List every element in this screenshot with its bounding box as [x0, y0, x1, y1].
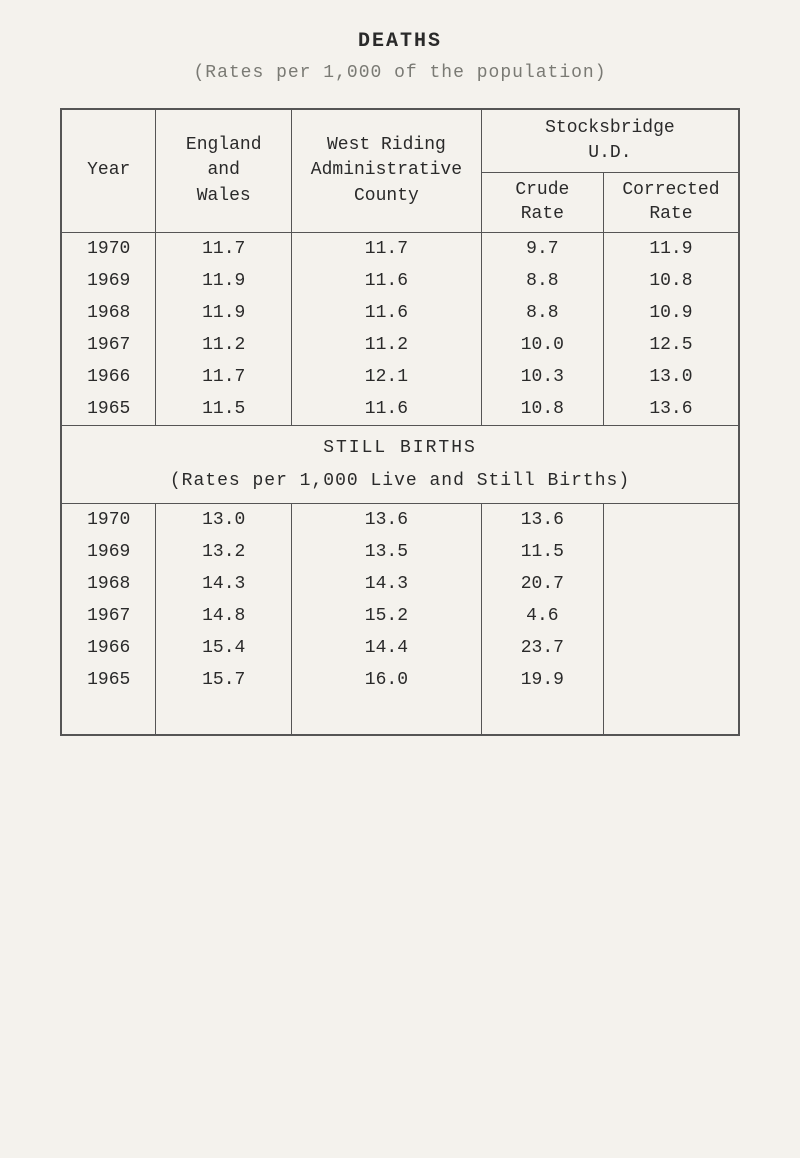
still-births-title: STILL BIRTHS: [72, 432, 728, 464]
cell-wr: 11.6: [292, 265, 482, 297]
page-subtitle: (Rates per 1,000 of the population): [60, 63, 740, 83]
cell-corr: [603, 536, 739, 568]
cell-crude: 23.7: [481, 632, 603, 664]
cell-year: 1965: [61, 664, 156, 696]
cell-ew: 11.9: [156, 297, 292, 329]
cell-year: 1969: [61, 265, 156, 297]
cell-wr: 11.2: [292, 329, 482, 361]
cell-crude: 9.7: [481, 233, 603, 266]
page-title: DEATHS: [60, 30, 740, 53]
cell-ew: 11.9: [156, 265, 292, 297]
table-row: 1967 14.8 15.2 4.6: [61, 600, 739, 632]
cell-crude: 8.8: [481, 297, 603, 329]
header-stocksbridge: Stocksbridge U.D.: [481, 109, 739, 173]
cell-ew: 11.2: [156, 329, 292, 361]
cell-corr: [603, 664, 739, 696]
cell-year: 1967: [61, 329, 156, 361]
header-crude-rate: Crude Rate: [481, 173, 603, 233]
cell-corr: 13.6: [603, 393, 739, 426]
cell-year: 1970: [61, 503, 156, 536]
cell-wr: 11.6: [292, 393, 482, 426]
table-row: 1969 11.9 11.6 8.8 10.8: [61, 265, 739, 297]
cell-corr: 10.8: [603, 265, 739, 297]
cell-year: 1965: [61, 393, 156, 426]
cell-corr: 10.9: [603, 297, 739, 329]
header-corrected-rate: Corrected Rate: [603, 173, 739, 233]
cell-crude: 10.8: [481, 393, 603, 426]
table-row: 1966 11.7 12.1 10.3 13.0: [61, 361, 739, 393]
cell-ew: 14.3: [156, 568, 292, 600]
still-births-header: STILL BIRTHS (Rates per 1,000 Live and S…: [61, 426, 739, 504]
cell-wr: 16.0: [292, 664, 482, 696]
still-births-subtitle: (Rates per 1,000 Live and Still Births): [72, 465, 728, 497]
cell-crude: 10.3: [481, 361, 603, 393]
cell-year: 1968: [61, 568, 156, 600]
cell-wr: 13.6: [292, 503, 482, 536]
cell-wr: 11.6: [292, 297, 482, 329]
cell-corr: 11.9: [603, 233, 739, 266]
table-row: 1968 14.3 14.3 20.7: [61, 568, 739, 600]
table-row-empty: [61, 696, 739, 735]
cell-corr: 13.0: [603, 361, 739, 393]
cell-year: 1966: [61, 632, 156, 664]
cell-corr: [603, 600, 739, 632]
cell-corr: [603, 503, 739, 536]
table-row: 1970 13.0 13.6 13.6: [61, 503, 739, 536]
cell-corr: 12.5: [603, 329, 739, 361]
table-row: 1970 11.7 11.7 9.7 11.9: [61, 233, 739, 266]
cell-ew: 11.7: [156, 233, 292, 266]
cell-ew: 11.7: [156, 361, 292, 393]
cell-wr: 14.4: [292, 632, 482, 664]
page: DEATHS (Rates per 1,000 of the populatio…: [0, 0, 800, 1158]
table-row: 1965 11.5 11.6 10.8 13.6: [61, 393, 739, 426]
cell-crude: 20.7: [481, 568, 603, 600]
cell-corr: [603, 568, 739, 600]
cell-crude: 8.8: [481, 265, 603, 297]
cell-wr: 12.1: [292, 361, 482, 393]
cell-ew: 15.7: [156, 664, 292, 696]
cell-year: 1967: [61, 600, 156, 632]
table-row: 1966 15.4 14.4 23.7: [61, 632, 739, 664]
table-row: 1967 11.2 11.2 10.0 12.5: [61, 329, 739, 361]
cell-year: 1969: [61, 536, 156, 568]
cell-wr: 13.5: [292, 536, 482, 568]
cell-ew: 14.8: [156, 600, 292, 632]
cell-ew: 15.4: [156, 632, 292, 664]
header-west-riding: West Riding Administrative County: [292, 109, 482, 233]
table-row: 1965 15.7 16.0 19.9: [61, 664, 739, 696]
cell-crude: 4.6: [481, 600, 603, 632]
cell-year: 1968: [61, 297, 156, 329]
cell-ew: 13.2: [156, 536, 292, 568]
cell-crude: 13.6: [481, 503, 603, 536]
cell-wr: 15.2: [292, 600, 482, 632]
cell-wr: 14.3: [292, 568, 482, 600]
cell-ew: 13.0: [156, 503, 292, 536]
cell-crude: 11.5: [481, 536, 603, 568]
cell-crude: 19.9: [481, 664, 603, 696]
table-header-row: Year England and Wales West Riding Admin…: [61, 109, 739, 173]
data-table: Year England and Wales West Riding Admin…: [60, 108, 740, 736]
cell-ew: 11.5: [156, 393, 292, 426]
cell-wr: 11.7: [292, 233, 482, 266]
header-england-wales: England and Wales: [156, 109, 292, 233]
table-row: 1969 13.2 13.5 11.5: [61, 536, 739, 568]
cell-year: 1966: [61, 361, 156, 393]
cell-year: 1970: [61, 233, 156, 266]
cell-crude: 10.0: [481, 329, 603, 361]
header-year: Year: [61, 109, 156, 233]
table-row: 1968 11.9 11.6 8.8 10.9: [61, 297, 739, 329]
cell-corr: [603, 632, 739, 664]
